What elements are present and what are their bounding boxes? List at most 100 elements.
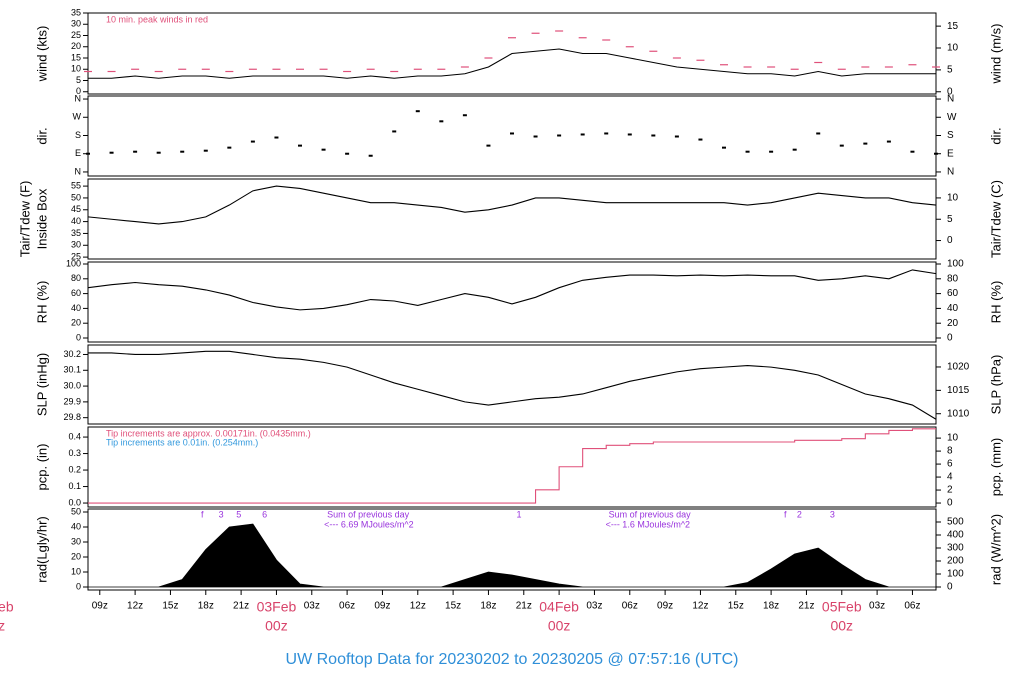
y2-tick-label: 100 (947, 259, 964, 270)
y2-tick-label: 2 (947, 485, 953, 496)
x-tick-label: 15z (728, 601, 744, 612)
marker-label: f (201, 509, 204, 519)
y-tick-label: 40 (71, 303, 81, 313)
y2-tick-label: 5 (947, 65, 953, 76)
x-tick-label: 12z (127, 601, 143, 612)
y-tick-label: 30.1 (63, 365, 81, 375)
daily-sum: Sum of previous day (327, 509, 410, 519)
y-tick-label: 20 (71, 551, 81, 561)
daily-sum: <--- 1.6 MJoules/m^2 (606, 519, 691, 529)
y2-tick-label: 1020 (947, 362, 970, 373)
x-tick-label: 12z (692, 601, 708, 612)
y-axis-label: RH (%) (34, 281, 49, 324)
dir-point (227, 146, 232, 149)
y2-tick-label: N (947, 94, 954, 105)
dir-point (604, 132, 609, 135)
y-tick-label: 100 (66, 258, 81, 268)
dir-point (415, 110, 420, 113)
dir-point (298, 144, 302, 147)
marker-label: 3 (219, 509, 224, 519)
y2-tick-label: 15 (947, 21, 959, 32)
y2-axis-label: dir. (988, 127, 1003, 144)
dir-point (886, 140, 891, 143)
dir-point (345, 152, 350, 155)
y2-axis-label: SLP (hPa) (988, 355, 1003, 415)
y-tick-label: 25 (71, 30, 81, 40)
y2-tick-label: 400 (947, 530, 964, 541)
panel-frame (87, 95, 937, 177)
dir-point (580, 133, 585, 136)
y-tick-label: 40 (71, 216, 81, 226)
chart-title: UW Rooftop Data for 20230202 to 20230205… (286, 651, 739, 668)
y-tick-label: 40 (71, 521, 81, 531)
daily-sum: Sum of previous day (609, 509, 692, 519)
series-line (88, 350, 937, 420)
y2-tick-label: 8 (947, 446, 953, 457)
annotation: Tip increments are approx. 0.00171in. (0… (106, 428, 311, 438)
dir-point (863, 142, 868, 145)
date-time-label: 00z (830, 618, 853, 634)
x-tick-label: 15z (445, 601, 461, 612)
y-tick-label: 0.1 (68, 481, 81, 491)
y2-tick-label: N (947, 167, 954, 178)
y-tick-label: 0 (76, 332, 81, 342)
dir-point (250, 140, 255, 143)
dir-point (86, 152, 90, 155)
y2-tick-label: 40 (947, 303, 959, 314)
dir-point (180, 150, 185, 153)
y-tick-label: N (75, 93, 82, 103)
y2-tick-label: 80 (947, 273, 959, 284)
y2-tick-label: W (947, 112, 957, 123)
x-tick-label: 06z (904, 601, 920, 612)
y2-axis-label: Tair/Tdew (C) (988, 180, 1003, 258)
y-tick-label: W (73, 112, 82, 122)
y-tick-label: 30 (71, 19, 81, 29)
y-tick-label: 50 (71, 192, 81, 202)
y-tick-label: 55 (71, 180, 81, 190)
date-label: 03Feb (257, 599, 297, 615)
dir-point (769, 150, 774, 153)
y-tick-label: 0 (76, 581, 81, 591)
date-label: 05Feb (822, 599, 862, 615)
y-axis-label: Tair/Tdew (F) (17, 181, 32, 258)
date-time-label: 00z (548, 618, 571, 634)
y-tick-label: 50 (71, 506, 81, 516)
x-tick-label: 12z (410, 601, 426, 612)
y-tick-label: 0 (76, 86, 81, 96)
y-axis-label: wind (kts) (34, 26, 49, 83)
x-tick-label: 15z (162, 601, 178, 612)
y2-tick-label: S (947, 130, 954, 141)
y-tick-label: 80 (71, 273, 81, 283)
series-step (88, 428, 936, 504)
dir-point (203, 149, 208, 152)
y2-tick-label: 200 (947, 556, 964, 567)
y2-axis-label: rad (W/m^2) (988, 514, 1003, 585)
y2-tick-label: 0 (947, 498, 953, 509)
y-tick-label: 10 (71, 64, 81, 74)
y-tick-label: 29.9 (63, 396, 81, 406)
y2-tick-label: 20 (947, 318, 959, 329)
y2-axis-label: RH (%) (988, 281, 1003, 324)
y2-tick-label: 10 (947, 193, 959, 204)
dir-point (557, 134, 562, 137)
y-tick-label: 29.8 (63, 412, 81, 422)
x-tick-label: 18z (198, 601, 214, 612)
y-tick-label: 0.2 (68, 464, 81, 474)
panel-frame (87, 508, 937, 591)
y2-axis-label: wind (m/s) (988, 24, 1003, 85)
y-tick-label: 0.4 (68, 431, 81, 441)
y-tick-label: S (75, 130, 81, 140)
dir-point (792, 148, 797, 151)
y2-tick-label: 5 (947, 214, 953, 225)
dir-point (698, 138, 703, 141)
y2-tick-label: 0 (947, 333, 953, 344)
x-tick-label: 21z (233, 601, 249, 612)
dir-point (462, 114, 467, 117)
y-tick-label: 30.2 (63, 349, 81, 359)
y2-tick-label: 0 (947, 582, 953, 593)
y-tick-label: 45 (71, 204, 81, 214)
dir-point (133, 150, 138, 153)
y2-tick-label: 1010 (947, 408, 970, 419)
series-area (88, 523, 936, 588)
y-axis-label: pcp. (in) (34, 444, 49, 491)
